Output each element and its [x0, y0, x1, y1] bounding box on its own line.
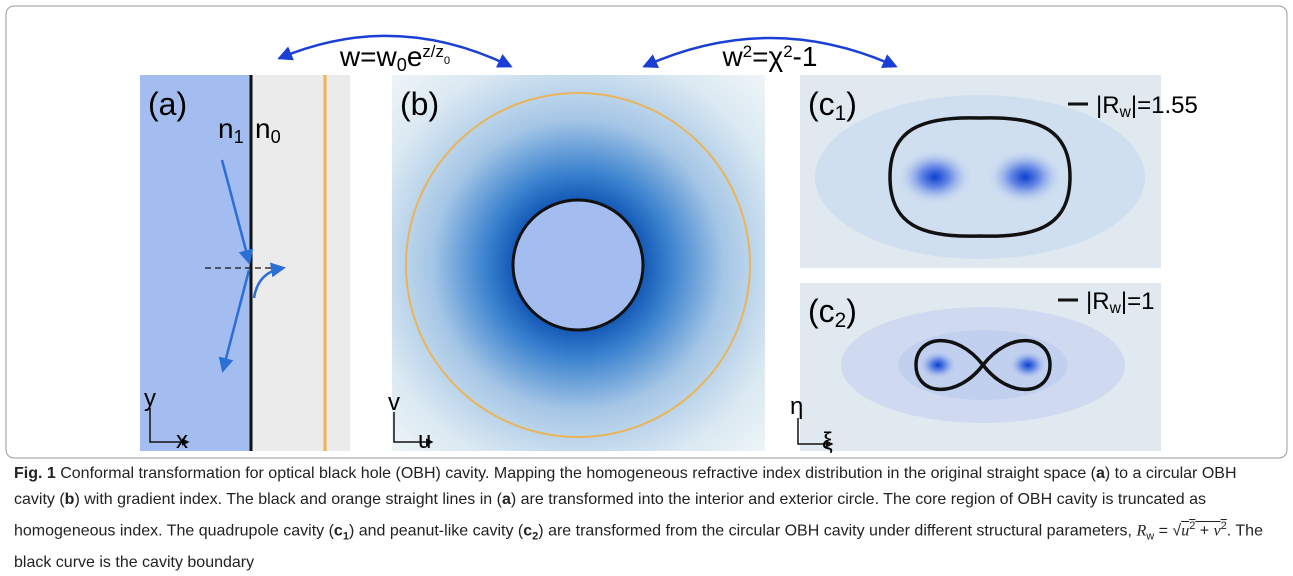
text-run: (c — [808, 86, 835, 122]
text-run: z/z — [422, 42, 443, 61]
text-run: w — [1119, 104, 1132, 121]
caption-run: R — [1136, 522, 1146, 539]
panel-b: (b) v u — [388, 75, 765, 454]
text-run: -1 — [793, 41, 818, 72]
text-run: |=1 — [1121, 288, 1155, 315]
caption-run: Fig. 1 — [14, 465, 56, 482]
page: w=w0ez/z0 w2=χ2-1 (a) n1 n0 y x (b) v u … — [0, 0, 1293, 571]
text-run: |R — [1096, 92, 1120, 119]
text-run: =χ — [752, 41, 783, 72]
caption-run: = √ — [1154, 522, 1181, 539]
panel-c2: (c2) |Rw|=1 η ξ — [790, 283, 1161, 455]
panel-label: (b) — [400, 86, 439, 122]
text-run: |=1.55 — [1131, 92, 1198, 119]
text-run: 0 — [271, 127, 281, 147]
axis-label: x — [176, 427, 188, 454]
axis-label: η — [790, 393, 803, 420]
text-run: w=w — [339, 41, 398, 72]
legend-label: |Rw|=1 — [1086, 288, 1154, 317]
caption-run: + — [1195, 522, 1213, 539]
text-run: 0 — [397, 55, 407, 75]
caption-run: Conformal transformation for optical bla… — [56, 465, 1096, 482]
panel-label: (a) — [148, 86, 187, 122]
text-run: n — [218, 113, 234, 144]
text-run: 1 — [234, 127, 244, 147]
caption-run: u — [1181, 522, 1189, 539]
caption-run: a — [1096, 465, 1105, 482]
caption-run: ) are transformed from the circular OBH … — [538, 522, 1136, 539]
caption-run: c — [334, 522, 343, 539]
text-run: n — [255, 113, 271, 144]
axis-label: v — [388, 389, 400, 416]
text-run: 0 — [444, 55, 450, 67]
text-run: ) — [846, 293, 857, 329]
text-run: w — [1109, 300, 1122, 317]
text-run: ) — [846, 86, 857, 122]
text-run: e — [407, 41, 423, 72]
caption-run: v — [1214, 522, 1221, 539]
panel-label: (c2) — [808, 293, 857, 332]
caption-run: b — [65, 491, 75, 508]
caption-run: c — [523, 522, 532, 539]
panel-label: (c1) — [808, 86, 857, 125]
panel-c1: (c1) |Rw|=1.55 — [800, 75, 1198, 268]
axis-label: u — [418, 427, 431, 454]
axis-label: y — [144, 385, 156, 412]
caption-run: a — [502, 491, 511, 508]
text-run: 1 — [835, 102, 847, 125]
caption-run: ) with gradient index. The black and ora… — [74, 491, 502, 508]
figure: w=w0ez/z0 w2=χ2-1 (a) n1 n0 y x (b) v u … — [0, 0, 1293, 461]
text-run: 2 — [783, 42, 792, 61]
caption-run: w — [1146, 531, 1154, 543]
text-run: 2 — [835, 309, 847, 332]
text-run: 2 — [743, 42, 752, 61]
text-run: w — [722, 41, 744, 72]
caption-run: ) and peanut-like cavity ( — [349, 522, 523, 539]
text-run: (c — [808, 293, 835, 329]
axis-label: ξ — [822, 428, 833, 455]
mapping-formula: w2=χ2-1 — [722, 41, 818, 72]
caption: Fig. 1 Conformal transformation for opti… — [14, 461, 1280, 576]
legend-label: |Rw|=1.55 — [1096, 92, 1198, 121]
mapping-formula: w=w0ez/z0 — [339, 41, 450, 75]
text-run: |R — [1086, 288, 1110, 315]
panel-a: (a) n1 n0 y x — [140, 75, 350, 454]
